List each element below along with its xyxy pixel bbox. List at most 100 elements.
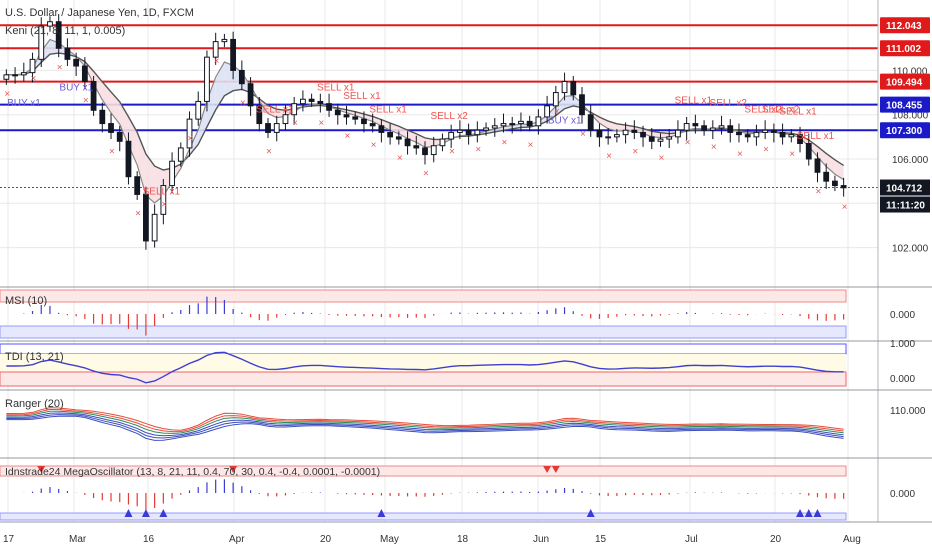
candle-body xyxy=(701,125,707,131)
signal-x-mark: × xyxy=(580,129,586,140)
candle-body xyxy=(814,158,821,173)
candle-body xyxy=(125,140,132,178)
sell-label: SELL x1 xyxy=(256,105,294,116)
level-badge xyxy=(880,40,930,57)
candle-body xyxy=(596,129,603,138)
signal-x-mark: × xyxy=(685,138,691,149)
mega-buy-triangle xyxy=(813,509,822,517)
signal-x-mark: × xyxy=(266,147,272,158)
candle-body xyxy=(779,131,786,138)
signal-x-mark: × xyxy=(449,147,455,158)
candle-body xyxy=(230,38,237,71)
ranger-band-line xyxy=(6,408,844,433)
candle-body xyxy=(3,74,10,80)
candle-body xyxy=(561,81,568,94)
candle-body xyxy=(587,114,594,131)
mega-buy-triangle xyxy=(804,509,813,517)
candle-body xyxy=(483,127,489,131)
candle-body xyxy=(116,131,123,142)
candle-body xyxy=(247,83,254,107)
candle-body xyxy=(12,74,18,77)
time-axis: 17 Mar 16 Apr 20 May 18 Jun 15 Jul 20 Aug xyxy=(3,534,861,545)
signal-x-mark: × xyxy=(658,153,664,164)
panel-title-msi: MSI (10) xyxy=(5,295,47,307)
candle-body xyxy=(73,58,80,67)
candle-body xyxy=(753,131,760,138)
candle-body xyxy=(570,81,577,96)
candle-body xyxy=(378,125,385,133)
candle-body xyxy=(308,98,315,102)
tdi-tick-bottom: 0.000 xyxy=(890,374,915,385)
sell-label: SELL x1 xyxy=(343,91,381,102)
candle-body xyxy=(265,123,271,133)
tdi-tick-top: 1.000 xyxy=(890,339,915,350)
candle-body xyxy=(535,116,542,127)
candle-body xyxy=(744,134,751,138)
candles xyxy=(3,13,847,250)
countdown-label: 11:11:20 xyxy=(886,201,925,212)
cloud-segment xyxy=(817,146,827,167)
signal-x-mark: × xyxy=(606,151,612,162)
candle-body xyxy=(369,123,376,127)
candle-body xyxy=(151,213,158,242)
candle-body xyxy=(29,58,36,74)
cloud-segment xyxy=(355,111,364,119)
candle-body xyxy=(544,105,551,118)
cloud-segment xyxy=(372,116,382,126)
mega-sell-triangle xyxy=(37,466,46,473)
candle-body xyxy=(622,129,629,136)
candle-body xyxy=(99,109,106,125)
candle-body xyxy=(762,129,769,133)
candle-body xyxy=(404,138,411,147)
tdi-top-band xyxy=(0,343,847,355)
signal-x-mark: × xyxy=(161,200,167,211)
candle-body xyxy=(518,120,524,125)
candle-body xyxy=(256,105,263,125)
signal-x-mark: × xyxy=(371,140,377,151)
mega-buy-triangle xyxy=(124,509,133,517)
grid-lines xyxy=(0,0,878,522)
signal-x-mark: × xyxy=(57,62,63,73)
candle-body xyxy=(326,103,332,111)
ranger-band-line xyxy=(6,414,844,439)
cloud-segment xyxy=(547,106,556,122)
candle-body xyxy=(212,41,219,58)
signal-x-mark: × xyxy=(240,98,246,109)
sell-label: SELL x1 xyxy=(797,131,835,142)
signal-x-mark: × xyxy=(345,131,351,142)
signal-x-mark: × xyxy=(4,89,10,100)
signal-x-mark: × xyxy=(711,142,717,153)
buy-label: BUY x1 xyxy=(548,116,582,127)
cloud-segment xyxy=(346,109,356,116)
candle-body xyxy=(770,129,777,133)
mega-upper-band xyxy=(0,465,847,477)
candle-body xyxy=(291,103,298,116)
sell-label: SELL x1 xyxy=(779,107,817,118)
cloud-segment xyxy=(425,137,434,148)
signal-x-mark: × xyxy=(501,138,507,149)
candle-body xyxy=(797,134,803,144)
signal-x-mark: × xyxy=(528,140,534,151)
candle-body xyxy=(683,123,690,131)
level-badge xyxy=(880,96,930,113)
candle-body xyxy=(727,125,734,133)
time-tick-label: Jul xyxy=(685,534,698,545)
candle-body xyxy=(64,47,71,60)
signal-x-mark: × xyxy=(214,56,220,67)
sell-label: SELL x2 xyxy=(744,105,782,116)
candle-body xyxy=(20,72,27,76)
signal-x-mark: × xyxy=(554,107,560,118)
candle-body xyxy=(282,114,289,125)
candle-body xyxy=(55,21,62,49)
candle-body xyxy=(709,127,716,131)
candle-body xyxy=(134,176,141,195)
price-tick-label: 102.000 xyxy=(892,244,929,255)
mega-buy-triangle xyxy=(159,509,168,517)
ranger-tick: 110.000 xyxy=(890,406,926,417)
buy-label: BUY x1 xyxy=(7,98,41,109)
last-price-label: 104.712 xyxy=(886,184,923,195)
signal-x-mark: × xyxy=(842,202,848,213)
candle-body xyxy=(395,136,402,140)
time-tick-label: May xyxy=(380,534,399,545)
